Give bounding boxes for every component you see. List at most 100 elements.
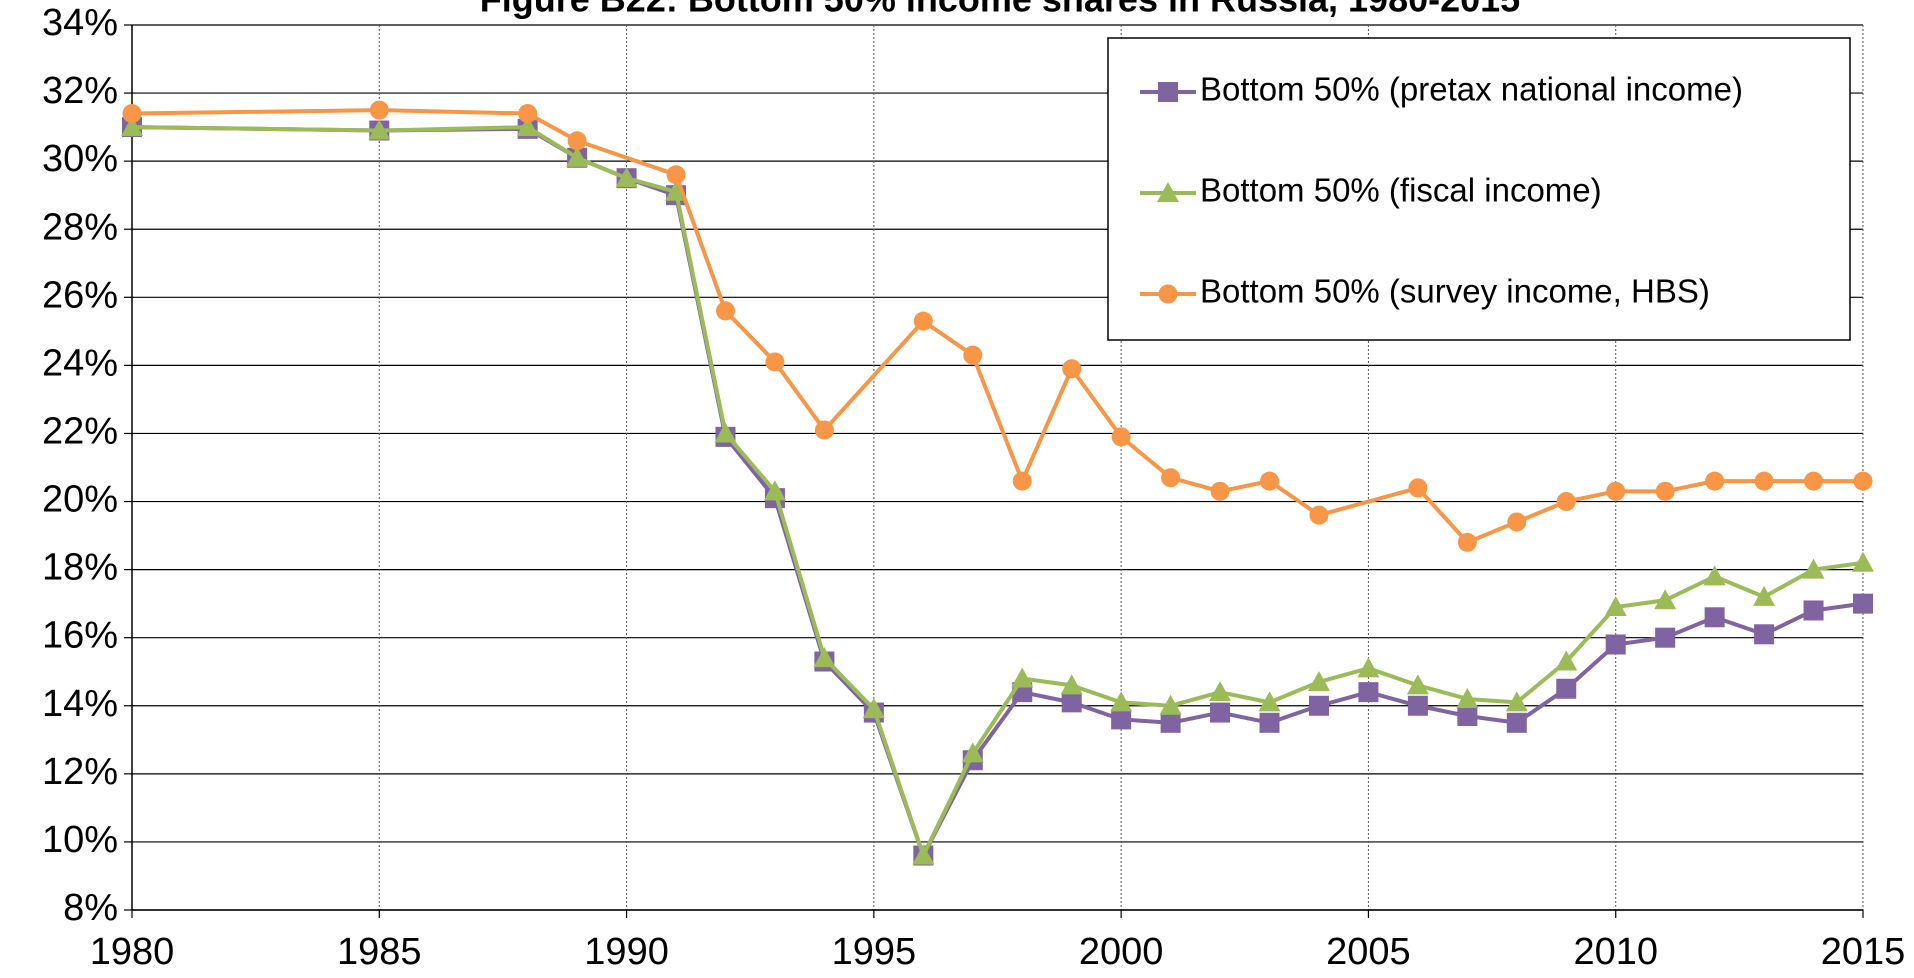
marker — [665, 180, 688, 201]
legend-label: Bottom 50% (pretax national income) — [1200, 71, 1743, 108]
marker — [1852, 551, 1874, 572]
marker — [1111, 709, 1132, 730]
marker — [715, 301, 735, 321]
marker — [1556, 678, 1577, 699]
marker — [814, 420, 834, 440]
marker — [1258, 691, 1281, 712]
marker — [566, 146, 589, 167]
marker — [1456, 687, 1479, 708]
marker — [1754, 471, 1774, 491]
marker — [1357, 657, 1380, 678]
marker — [961, 742, 984, 763]
marker — [1606, 481, 1626, 501]
x-tick-label: 1995 — [832, 931, 917, 973]
marker — [121, 116, 143, 137]
marker — [714, 422, 737, 443]
marker — [122, 104, 142, 123]
marker — [1654, 589, 1677, 610]
marker — [518, 104, 538, 123]
marker — [1555, 650, 1578, 671]
marker — [1705, 471, 1725, 491]
marker — [1704, 607, 1725, 628]
marker — [963, 345, 983, 365]
x-tick-label: 2005 — [1326, 931, 1411, 973]
marker — [1210, 702, 1231, 723]
y-tick-label: 10% — [42, 819, 118, 861]
y-tick-label: 28% — [42, 206, 118, 248]
marker — [369, 100, 389, 120]
y-tick-label: 22% — [42, 410, 118, 452]
marker — [813, 647, 836, 668]
marker — [862, 698, 885, 719]
y-tick-label: 34% — [42, 2, 118, 44]
marker — [1111, 427, 1131, 447]
legend-label: Bottom 50% (fiscal income) — [1200, 172, 1602, 209]
y-tick-label: 24% — [42, 342, 118, 384]
y-tick-label: 14% — [42, 683, 118, 725]
marker — [1062, 359, 1082, 379]
y-tick-label: 20% — [42, 479, 118, 521]
marker — [1506, 712, 1527, 733]
marker — [1157, 182, 1179, 202]
marker — [1308, 695, 1329, 716]
marker — [1012, 471, 1032, 491]
marker — [1407, 695, 1428, 716]
series-line — [131, 125, 1864, 858]
marker — [1457, 705, 1478, 726]
marker — [1556, 492, 1576, 512]
marker — [1406, 674, 1429, 695]
marker — [567, 131, 587, 151]
marker — [1803, 600, 1824, 621]
marker — [1604, 596, 1627, 617]
y-tick-label: 16% — [42, 615, 118, 657]
legend-label: Bottom 50% (survey income, HBS) — [1200, 273, 1710, 310]
marker — [763, 480, 786, 501]
chart-title: Figure B22: Bottom 50% income shares in … — [480, 0, 1520, 20]
marker — [1110, 691, 1133, 712]
marker — [1209, 681, 1232, 702]
marker — [1161, 468, 1181, 488]
marker — [1605, 634, 1626, 655]
marker — [1655, 481, 1675, 501]
marker — [1655, 627, 1676, 648]
marker — [1259, 712, 1280, 733]
marker — [1309, 505, 1329, 525]
marker — [1507, 512, 1527, 532]
marker — [1011, 667, 1034, 688]
marker — [1753, 585, 1776, 606]
marker — [1754, 624, 1775, 645]
marker — [368, 119, 391, 140]
marker — [1158, 82, 1178, 102]
marker — [1159, 694, 1182, 715]
x-tick-label: 1985 — [337, 931, 422, 973]
marker — [1802, 558, 1825, 579]
y-tick-label: 30% — [42, 138, 118, 180]
y-tick-label: 8% — [63, 887, 118, 929]
y-tick-label: 26% — [42, 274, 118, 316]
marker — [1457, 532, 1477, 552]
x-tick-label: 2010 — [1573, 931, 1658, 973]
marker — [1358, 682, 1379, 703]
y-tick-label: 32% — [42, 70, 118, 112]
marker — [1160, 712, 1181, 733]
y-tick-label: 18% — [42, 547, 118, 589]
marker — [912, 844, 935, 865]
marker — [1260, 471, 1280, 491]
marker — [1703, 565, 1726, 586]
marker — [1505, 691, 1528, 712]
marker — [1307, 670, 1330, 691]
y-tick-label: 12% — [42, 751, 118, 793]
marker — [666, 165, 686, 185]
marker — [1060, 674, 1083, 695]
marker — [1853, 471, 1873, 491]
marker — [765, 352, 785, 372]
marker — [913, 311, 933, 331]
marker — [615, 167, 638, 188]
marker — [1210, 481, 1230, 501]
x-tick-label: 1980 — [90, 931, 175, 973]
marker — [1408, 478, 1428, 498]
x-tick-label: 2000 — [1079, 931, 1164, 973]
x-tick-label: 2015 — [1821, 931, 1906, 973]
marker — [1804, 471, 1824, 491]
